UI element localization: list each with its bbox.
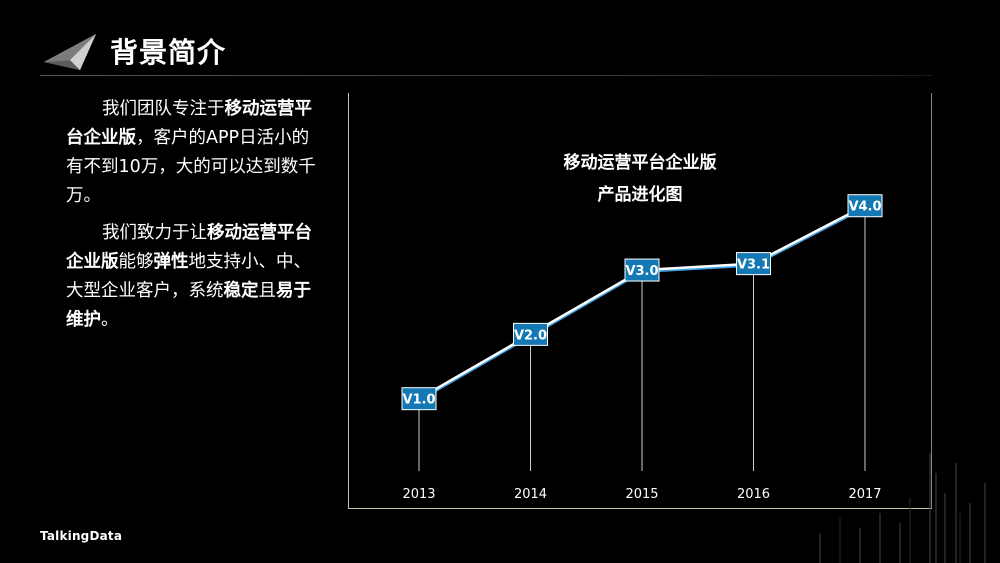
page-title: 背景简介: [110, 36, 227, 69]
data-point-label: V3.0: [625, 264, 658, 279]
x-tick-label: 2017: [848, 487, 881, 502]
paper-plane-logo-icon: [44, 34, 96, 70]
title-divider: [40, 75, 932, 76]
text-run: 能够: [118, 252, 154, 272]
text-run: 我们致力于让: [102, 223, 207, 243]
data-point-label-box: [736, 252, 771, 276]
data-point-label: V1.0: [402, 393, 435, 408]
chart-title: 移动运营平台企业版: [563, 153, 717, 173]
emphasis-product-name: 移动运营平台企业版: [66, 223, 312, 272]
emphasis-elastic: 弹性: [153, 252, 189, 272]
data-point-label-box: [401, 387, 437, 411]
data-point-label-box: [847, 194, 883, 218]
chart-subtitle: 产品进化图: [597, 185, 683, 205]
text-run: 我们团队专注于: [102, 99, 225, 119]
intro-paragraph-1: 我们团队专注于移动运营平台企业版，客户的APP日活小的有不到10万，大的可以达到…: [66, 95, 324, 211]
data-point-label: V4.0: [848, 200, 881, 215]
emphasis-maintainable: 易于维护: [66, 281, 311, 330]
decorative-lines: [819, 453, 986, 563]
chart-panel: 移动运营平台企业版 产品进化图 V1.0 V2.0 V3.0 V3.1 V4.0 2013…: [348, 93, 932, 509]
x-tick-label: 2014: [514, 487, 547, 502]
x-tick-label: 2016: [737, 487, 770, 502]
data-point-label-box: [513, 322, 548, 346]
data-point-label: V2.0: [514, 328, 547, 343]
text-run: ，客户的APP日活小的有不到10万，大的可以达到数千万。: [66, 128, 316, 206]
data-point-label-box: [624, 258, 660, 282]
x-tick-label: 2015: [625, 487, 658, 502]
text-run: 。: [101, 310, 119, 330]
intro-text: 我们团队专注于移动运营平台企业版，客户的APP日活小的有不到10万，大的可以达到…: [66, 95, 324, 343]
emphasis-product-name: 移动运营平台企业版: [66, 99, 312, 148]
emphasis-stable: 稳定: [223, 281, 259, 301]
text-run: 地支持小、中、大型企业客户，系统: [66, 252, 311, 301]
intro-paragraph-2: 我们致力于让移动运营平台企业版能够弹性地支持小、中、大型企业客户，系统稳定且易于…: [66, 219, 324, 335]
x-tick-label: 2013: [402, 487, 435, 502]
data-point-label: V3.1: [737, 258, 770, 273]
text-run: 且: [258, 281, 277, 301]
product-evolution-chart: V1.0 V2.0 V3.0 V3.1 V4.0 2013 2014 2015 2016 2017: [401, 194, 883, 502]
brand-logo: TalkingData: [40, 529, 123, 543]
